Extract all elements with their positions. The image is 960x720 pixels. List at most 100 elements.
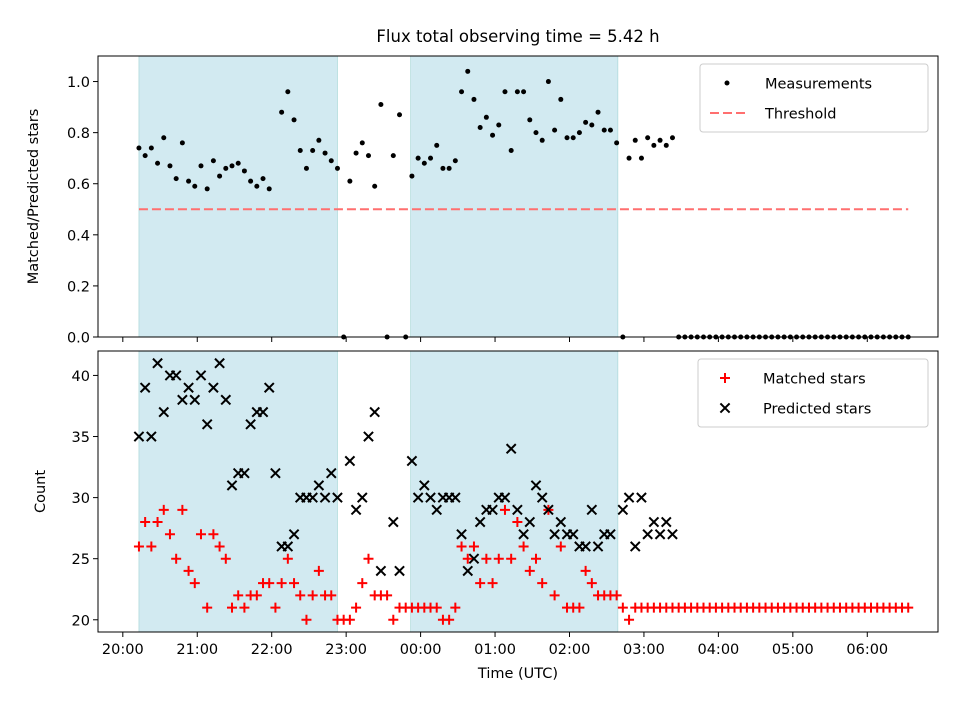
measurement-point (589, 122, 595, 128)
predicted-star-point (344, 455, 356, 467)
predicted-star-point (282, 541, 294, 552)
matched-star-point (549, 590, 560, 601)
measurement-point (527, 117, 533, 123)
x-tick-label-2: 22:00 (251, 642, 293, 658)
measurement-point (235, 160, 241, 166)
star-count-panel: 20 25 30 35 40 20:00 21:00 22:00 23:00 00:00 01:00… (33, 350, 939, 682)
plot-frame (97, 350, 939, 633)
matched-star-point (444, 614, 455, 625)
matched-star-point (276, 578, 287, 589)
legend: Matched stars Predicted stars (697, 358, 929, 428)
predicted-star-point (307, 492, 318, 503)
predicted-star-point (245, 418, 256, 430)
matched-star-point (344, 614, 355, 625)
predicted-star-point (270, 467, 281, 479)
x-tick-label-9: 05:00 (772, 642, 814, 658)
predicted-star-point (462, 565, 474, 577)
matched-star-point (518, 541, 529, 552)
measurement-point (477, 125, 483, 131)
matched-star-point (450, 602, 461, 613)
matched-star-point (506, 553, 517, 564)
predicted-star-point (319, 492, 331, 503)
shaded-interval-1 (410, 350, 619, 633)
measurement-point (372, 183, 378, 189)
shaded-interval-0 (138, 350, 338, 633)
measurement-point (248, 178, 254, 184)
predicted-star-point (536, 492, 548, 503)
y-axis-label: Matched/Predicted stars (26, 109, 42, 285)
predicted-star-point (288, 528, 300, 540)
measurement-point (552, 127, 558, 133)
measurement-point (452, 158, 458, 164)
measurement-point (359, 140, 365, 146)
matched-star-point (152, 517, 163, 528)
x-axis-label: Time (UTC) (477, 666, 558, 682)
y-tick-label-3: 35 (72, 430, 90, 446)
measurement-point (316, 137, 322, 143)
predicted-star-point (419, 480, 430, 491)
matched-star-point (537, 578, 548, 589)
y-tick-label-5: 1.0 (67, 75, 90, 91)
measurement-point (179, 140, 185, 146)
predicted-star-point (363, 431, 374, 442)
predicted-star-point (474, 516, 486, 528)
predicted-star-point (605, 528, 616, 540)
y-tick-label-3: 0.6 (67, 177, 90, 193)
legend-box (697, 358, 929, 428)
predicted-star-point (170, 370, 182, 381)
predicted-star-point (146, 431, 157, 442)
matched-star-point (251, 590, 262, 601)
matched-star-point (295, 590, 306, 601)
measurement-point (136, 145, 142, 151)
matched-star-point (462, 553, 473, 564)
x-tick-label-0: 20:00 (102, 642, 144, 658)
chart-title: Flux total observing time = 5.42 h (376, 27, 659, 46)
measurement-point (378, 102, 384, 108)
y-tick-label-1: 25 (72, 552, 90, 568)
predicted-star-point (325, 467, 337, 479)
predicted-star-point (394, 565, 405, 577)
matched-star-point (220, 553, 231, 564)
matched-star-point (574, 602, 585, 613)
measurement-point (607, 127, 613, 133)
measurement-point (334, 165, 340, 171)
measurement-point (428, 155, 434, 161)
matched-star-point (512, 517, 523, 528)
measurement-point (533, 130, 539, 136)
measurement-point (291, 117, 297, 123)
measurement-point (217, 173, 223, 179)
measurement-point (155, 160, 161, 166)
matched-star-point (357, 578, 368, 589)
predicted-star-point (505, 443, 517, 455)
predicted-star-point (406, 455, 418, 467)
matched-star-point (164, 529, 175, 540)
measurement-point (446, 165, 452, 171)
predicted-star-point (332, 492, 343, 503)
predicted-star-point (636, 492, 647, 503)
plot-frame (97, 55, 939, 338)
matched-star-point (140, 517, 151, 528)
matched-star-point (189, 578, 200, 589)
predicted-star-point (586, 504, 598, 516)
measurement-point (595, 109, 601, 115)
matched-star-point (475, 578, 486, 589)
legend-label-0: Matched stars (763, 372, 866, 388)
predicted-star-point (220, 394, 232, 406)
measurement-point (198, 163, 204, 169)
measurement-point (409, 173, 415, 179)
measurement-point (161, 135, 167, 141)
predicted-star-point (375, 565, 387, 577)
y-tick-label-0: 20 (72, 613, 90, 629)
flux-ratio-panel: 0.0 0.2 0.4 0.6 0.8 1.0 Matched/Predicted star… (26, 55, 939, 347)
predicted-star-point (468, 553, 480, 565)
measurement-point (322, 150, 328, 156)
shaded-interval-0 (138, 55, 338, 338)
predicted-star-point (201, 418, 213, 430)
measurement-point (328, 158, 334, 164)
measurement-point (564, 135, 570, 141)
measurement-point (626, 155, 632, 161)
predicted-star-point (660, 516, 672, 528)
matched-star-point (313, 565, 324, 576)
measurement-point (434, 142, 440, 148)
legend-label-0: Measurements (765, 77, 872, 93)
